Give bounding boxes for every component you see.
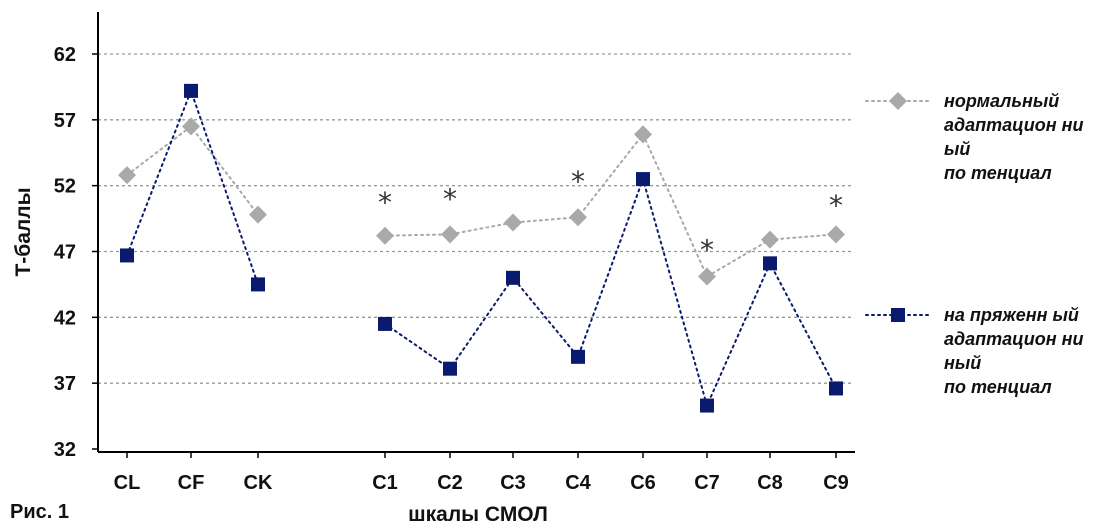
x-tick-labels: CL CF CK C1 C2 C3 C4 C6 C7 C8 C9: [114, 452, 849, 494]
series-line-1: [126, 125, 259, 216]
significance-asterisk: *: [829, 189, 843, 222]
legend-marker-square: [891, 308, 905, 322]
figure-caption: Рис. 1: [10, 501, 69, 523]
data-point-diamond: [376, 226, 394, 245]
axes: [97, 12, 855, 453]
x-tick-label: C1: [372, 472, 398, 494]
data-point-diamond: [182, 117, 200, 136]
data-point-square: [120, 248, 134, 263]
y-tick-label: 32: [54, 439, 76, 461]
x-tick-label: CK: [244, 472, 273, 494]
series-line-2: [384, 175, 837, 409]
y-tick-labels: 32 37 42 47 52 57 62: [54, 44, 98, 461]
x-tick-label: C2: [437, 472, 463, 494]
data-point-diamond: [249, 205, 267, 224]
data-point-square: [636, 172, 650, 187]
legend-label-1: нормальный адаптацион ни ый по тенциал: [944, 91, 1084, 183]
x-tick-label: C3: [500, 472, 526, 494]
y-tick-label: 42: [54, 307, 76, 329]
y-tick-label: 37: [54, 373, 76, 395]
x-tick-label: C6: [630, 472, 656, 494]
y-tick-label: 47: [54, 242, 76, 264]
data-point-diamond: [504, 213, 522, 232]
x-tick-label: CF: [178, 472, 205, 494]
series-markers: [118, 83, 845, 413]
legend-marker-diamond: [889, 92, 907, 110]
data-point-diamond: [118, 166, 136, 185]
data-point-diamond: [634, 125, 652, 144]
data-point-diamond: [698, 267, 716, 286]
significance-asterisk: *: [571, 165, 585, 198]
data-point-square: [506, 270, 520, 285]
series-lines: [126, 87, 837, 409]
significance-asterisk: *: [443, 182, 457, 215]
y-tick-label: 57: [54, 110, 76, 132]
y-tick-label: 62: [54, 44, 76, 66]
legend-label-2: на пряженн ый адаптацион ни ный по тенциал: [944, 305, 1084, 397]
data-point-square: [763, 256, 777, 271]
x-axis-title: шкалы СМОЛ: [408, 503, 548, 526]
x-tick-label: C4: [565, 472, 591, 494]
data-point-square: [378, 316, 392, 331]
y-axis-title: Т-баллы: [12, 187, 35, 276]
data-point-square: [571, 349, 585, 364]
x-tick-label: C7: [694, 472, 720, 494]
data-point-square: [700, 398, 714, 413]
x-tick-label: CL: [114, 472, 141, 494]
data-point-diamond: [761, 230, 779, 249]
significance-asterisk: *: [700, 234, 714, 267]
data-point-diamond: [827, 225, 845, 244]
data-point-square: [443, 361, 457, 376]
y-tick-label: 52: [54, 176, 76, 198]
legend: нормальный адаптацион ни ый по тенциал на пр…: [865, 91, 1084, 397]
x-tick-label: C8: [757, 472, 783, 494]
data-point-square: [184, 83, 198, 98]
data-point-diamond: [569, 208, 587, 227]
x-tick-label: C9: [823, 472, 849, 494]
significance-asterisk: *: [378, 186, 392, 219]
series-line-1: [384, 132, 837, 278]
data-point-square: [251, 277, 265, 292]
significance-annotations: * * * * *: [378, 165, 843, 266]
data-point-diamond: [441, 225, 459, 244]
data-point-square: [829, 381, 843, 396]
